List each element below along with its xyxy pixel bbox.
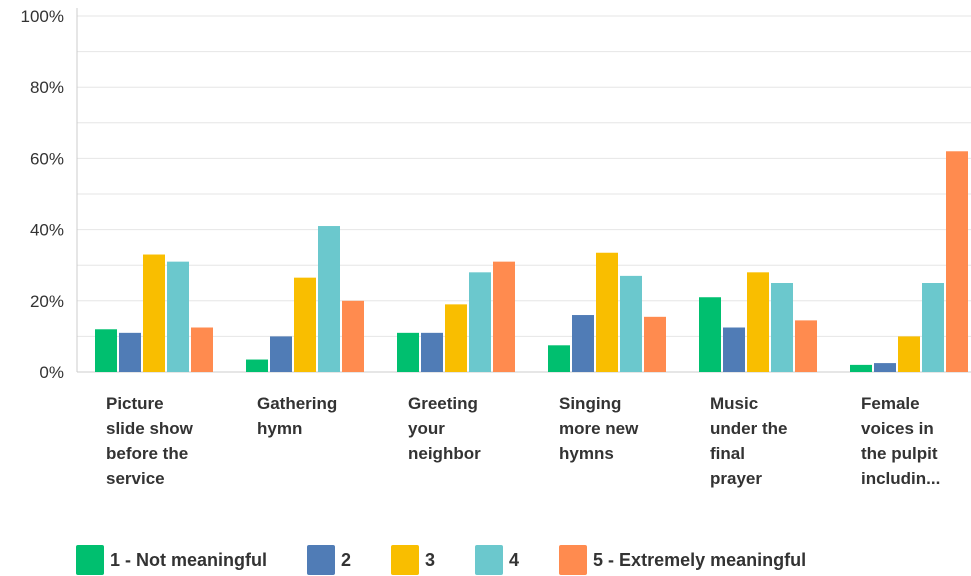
y-tick-label: 40%: [30, 221, 64, 240]
bar: [493, 261, 515, 372]
legend-label: 2: [341, 549, 352, 570]
y-tick-label: 0%: [39, 363, 64, 382]
bar: [397, 332, 419, 372]
bar: [421, 332, 443, 372]
x-tick-label: under the: [710, 419, 787, 438]
bar: [850, 364, 872, 372]
bar: [723, 327, 745, 372]
legend-swatch: [307, 545, 335, 575]
x-tick-label: Picture: [106, 394, 164, 413]
bar: [119, 332, 141, 372]
x-tick-label: Music: [710, 394, 758, 413]
bar: [898, 336, 920, 372]
legend-label: 5 - Extremely meaningful: [593, 549, 807, 570]
bar: [469, 272, 491, 372]
bar: [874, 363, 896, 372]
bar: [596, 252, 618, 372]
bar: [342, 300, 364, 372]
bar: [795, 320, 817, 372]
x-tick-label: Singing: [559, 394, 621, 413]
bar: [167, 261, 189, 372]
x-tick-label: prayer: [710, 469, 762, 488]
bar: [572, 315, 594, 372]
bar: [644, 316, 666, 372]
x-tick-label: neighbor: [408, 444, 481, 463]
bar: [445, 304, 467, 372]
y-axis-ticks: 0% 20% 40% 60% 80% 100%: [21, 7, 64, 382]
bar: [747, 272, 769, 372]
bar: [620, 275, 642, 372]
x-tick-label: voices in: [861, 419, 934, 438]
bar: [246, 359, 268, 372]
bar: [946, 151, 968, 372]
bar: [270, 336, 292, 372]
legend-item: 3: [391, 545, 435, 575]
x-axis-labels: Picture slide show before the service Gather…: [106, 394, 940, 488]
x-tick-label: before the: [106, 444, 188, 463]
legend-item: 1 - Not meaningful: [76, 545, 267, 575]
legend-item: 4: [475, 545, 519, 575]
x-tick-label: slide show: [106, 419, 194, 438]
legend-item: 2: [307, 545, 351, 575]
bar: [143, 254, 165, 372]
bar: [699, 297, 721, 372]
legend-label: 1 - Not meaningful: [110, 549, 267, 570]
legend-swatch: [76, 545, 104, 575]
x-tick-label: more new: [559, 419, 639, 438]
bar: [771, 283, 793, 372]
y-tick-label: 80%: [30, 78, 64, 97]
legend: 1 - Not meaningful 2 3 4 5 - Extremely meani…: [76, 544, 846, 576]
y-tick-label: 100%: [21, 7, 64, 26]
x-tick-label: your: [408, 419, 445, 438]
x-tick-label: service: [106, 469, 165, 488]
bar: [294, 277, 316, 372]
legend-swatch: [559, 545, 588, 575]
x-tick-label: includin...: [861, 469, 940, 488]
bar: [318, 226, 340, 372]
x-tick-label: hymns: [559, 444, 614, 463]
legend-swatch: [475, 545, 504, 575]
bar: [191, 327, 213, 372]
bars: [95, 151, 968, 372]
y-tick-label: 20%: [30, 292, 64, 311]
x-tick-label: Female: [861, 394, 920, 413]
x-tick-label: Gathering: [257, 394, 337, 413]
bar: [95, 329, 117, 372]
legend-item: 5 - Extremely meaningful: [559, 545, 806, 575]
legend-swatch: [391, 545, 420, 575]
bar: [922, 283, 944, 372]
bar: [548, 345, 570, 372]
y-tick-label: 60%: [30, 149, 64, 168]
gridlines: [77, 15, 971, 373]
x-tick-label: Greeting: [408, 394, 478, 413]
x-tick-label: final: [710, 444, 745, 463]
x-tick-label: the pulpit: [861, 444, 938, 463]
legend-label: 4: [509, 549, 520, 570]
legend-label: 3: [425, 549, 436, 570]
x-tick-label: hymn: [257, 419, 302, 438]
